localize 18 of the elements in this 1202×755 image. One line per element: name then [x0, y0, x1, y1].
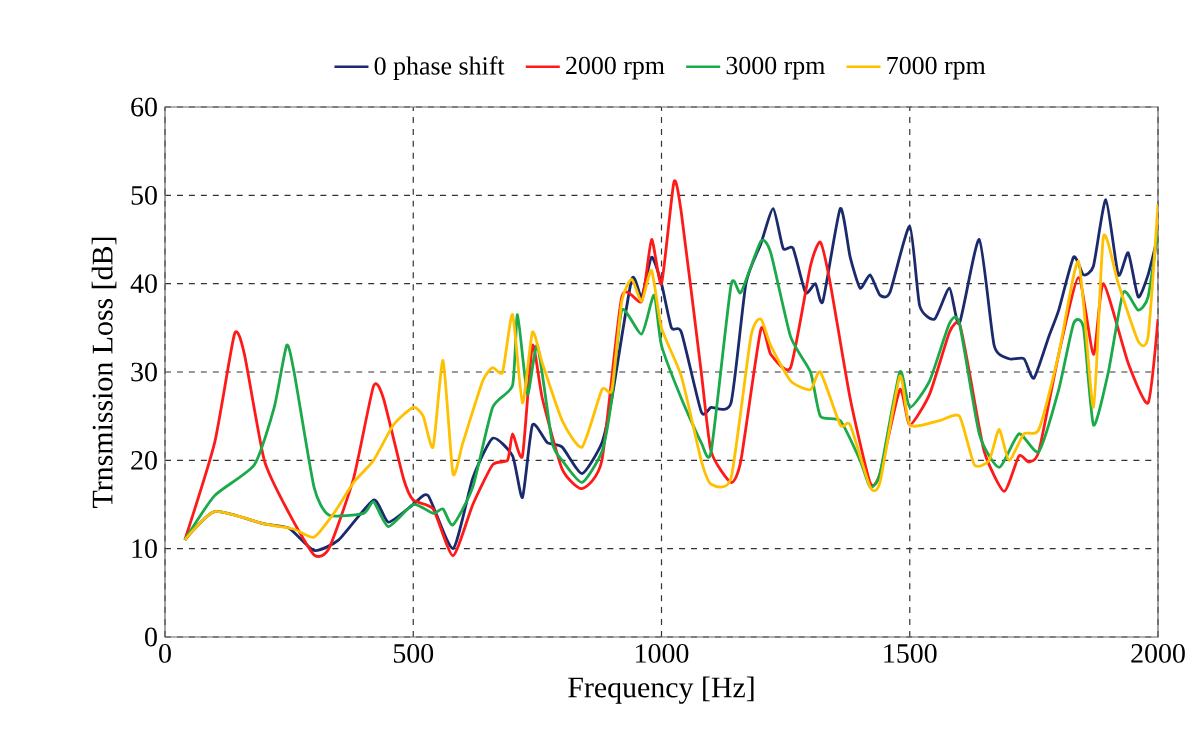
x-tick-label: 500 — [393, 644, 434, 663]
x-tick-label: 1000 — [636, 644, 689, 663]
y-tick-label: 10 — [132, 539, 157, 559]
x-axis-title: Frequency [Hz] — [568, 676, 754, 704]
y-axis-title: Trnsmission Loss [dB] — [91, 237, 117, 508]
y-tick-label: 30 — [131, 362, 157, 382]
y-tick-label: 40 — [130, 274, 157, 294]
y-tick-label: 60 — [131, 97, 157, 117]
y-tick-label: 0 — [145, 627, 157, 647]
y-tick-label: 50 — [131, 185, 157, 205]
legend-label: 0 phase shift — [374, 56, 505, 80]
x-tick-label: 0 — [159, 644, 171, 663]
y-tick-label: 20 — [131, 450, 157, 470]
legend-label: 3000 rpm — [726, 56, 825, 80]
legend-label: 7000 rpm — [887, 56, 986, 80]
x-tick-label: 1500 — [884, 644, 937, 663]
legend-label: 2000 rpm — [566, 56, 665, 80]
x-tick-label: 2000 — [1131, 644, 1185, 663]
